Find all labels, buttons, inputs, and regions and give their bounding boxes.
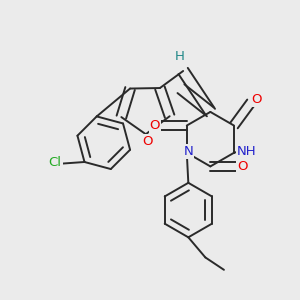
Text: O: O	[251, 93, 262, 106]
Text: N: N	[184, 145, 193, 158]
Text: O: O	[150, 119, 160, 132]
Text: O: O	[142, 135, 153, 148]
Text: H: H	[175, 50, 184, 63]
Text: NH: NH	[237, 145, 257, 158]
Text: O: O	[237, 160, 247, 173]
Text: Cl: Cl	[49, 156, 62, 170]
